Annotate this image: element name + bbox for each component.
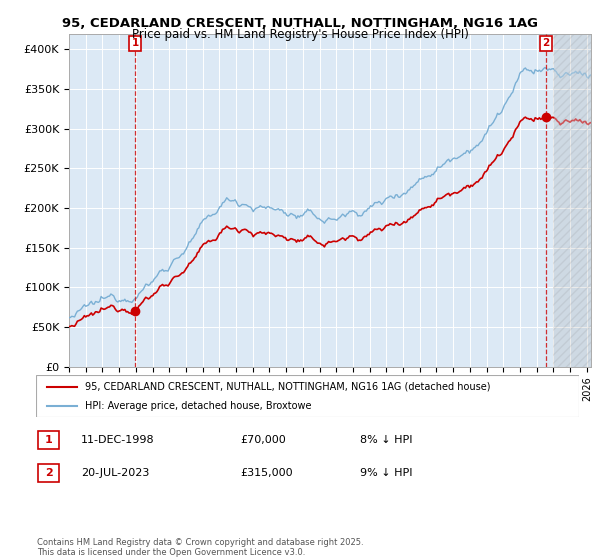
- Text: 2: 2: [45, 468, 52, 478]
- Text: 8% ↓ HPI: 8% ↓ HPI: [360, 435, 413, 445]
- FancyBboxPatch shape: [38, 464, 59, 482]
- Text: HPI: Average price, detached house, Broxtowe: HPI: Average price, detached house, Brox…: [85, 401, 311, 411]
- Text: 20-JUL-2023: 20-JUL-2023: [81, 468, 149, 478]
- Text: 95, CEDARLAND CRESCENT, NUTHALL, NOTTINGHAM, NG16 1AG: 95, CEDARLAND CRESCENT, NUTHALL, NOTTING…: [62, 17, 538, 30]
- Text: Price paid vs. HM Land Registry's House Price Index (HPI): Price paid vs. HM Land Registry's House …: [131, 28, 469, 41]
- Text: 95, CEDARLAND CRESCENT, NUTHALL, NOTTINGHAM, NG16 1AG (detached house): 95, CEDARLAND CRESCENT, NUTHALL, NOTTING…: [85, 381, 490, 391]
- Text: 9% ↓ HPI: 9% ↓ HPI: [360, 468, 413, 478]
- Text: 11-DEC-1998: 11-DEC-1998: [81, 435, 155, 445]
- Text: £315,000: £315,000: [240, 468, 293, 478]
- FancyBboxPatch shape: [38, 431, 59, 449]
- FancyBboxPatch shape: [36, 375, 579, 417]
- Text: 2: 2: [542, 38, 550, 48]
- Text: Contains HM Land Registry data © Crown copyright and database right 2025.
This d: Contains HM Land Registry data © Crown c…: [37, 538, 364, 557]
- Text: 1: 1: [131, 38, 139, 48]
- Text: £70,000: £70,000: [240, 435, 286, 445]
- Text: 1: 1: [45, 435, 52, 445]
- Bar: [553, 34, 591, 367]
